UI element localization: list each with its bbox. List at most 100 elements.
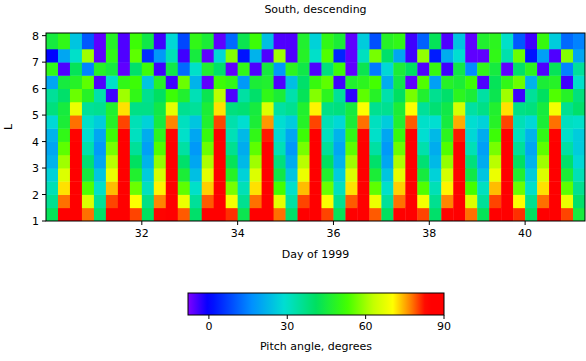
cell: [214, 49, 226, 63]
cell: [405, 155, 417, 169]
cell: [298, 49, 310, 63]
cell: [310, 195, 322, 209]
cell: [393, 181, 405, 195]
cell: [453, 62, 465, 76]
cell: [321, 168, 333, 182]
cell: [501, 128, 513, 142]
cell: [513, 89, 525, 103]
cell: [501, 33, 513, 49]
cell: [381, 49, 393, 63]
cell: [118, 89, 130, 103]
cell: [477, 208, 489, 221]
cell: [573, 75, 585, 89]
cell: [262, 128, 274, 142]
cell: [345, 181, 357, 195]
cell: [405, 128, 417, 142]
cell: [429, 168, 441, 182]
cell: [501, 62, 513, 76]
cell: [561, 62, 573, 76]
cell: [561, 49, 573, 63]
colorbar-tick: [365, 315, 366, 319]
cell: [178, 49, 190, 63]
cell: [298, 142, 310, 156]
cell: [357, 208, 369, 221]
cell: [561, 195, 573, 209]
cell: [178, 155, 190, 169]
cell: [190, 142, 202, 156]
cell: [321, 208, 333, 221]
cell: [321, 155, 333, 169]
cell: [477, 168, 489, 182]
cell: [106, 49, 118, 63]
cell: [369, 142, 381, 156]
cell: [537, 195, 549, 209]
cell: [298, 208, 310, 221]
cell: [310, 33, 322, 49]
x-tick: [333, 221, 334, 225]
cell: [477, 115, 489, 129]
cell: [94, 75, 106, 89]
cell: [513, 115, 525, 129]
cell: [441, 49, 453, 63]
cell: [549, 33, 561, 49]
cell: [573, 208, 585, 221]
y-tick: [42, 141, 46, 142]
cell: [429, 33, 441, 49]
cell: [549, 75, 561, 89]
cell: [310, 181, 322, 195]
cell: [369, 155, 381, 169]
cell: [489, 181, 501, 195]
cell: [286, 208, 298, 221]
cell: [357, 195, 369, 209]
cell: [513, 75, 525, 89]
cell: [298, 115, 310, 129]
cell: [238, 208, 250, 221]
cell: [298, 195, 310, 209]
cell: [130, 142, 142, 156]
cell: [190, 89, 202, 103]
cell: [286, 142, 298, 156]
cell: [537, 115, 549, 129]
cell: [321, 75, 333, 89]
cell: [441, 62, 453, 76]
cell: [94, 142, 106, 156]
cell: [357, 142, 369, 156]
cell: [274, 195, 286, 209]
cell: [46, 181, 58, 195]
cell: [525, 208, 537, 221]
cell: [94, 168, 106, 182]
cell: [369, 128, 381, 142]
cell: [357, 33, 369, 49]
cell: [453, 208, 465, 221]
cell: [250, 115, 262, 129]
cell: [345, 89, 357, 103]
cell: [405, 115, 417, 129]
cell: [417, 75, 429, 89]
cell: [166, 115, 178, 129]
cell: [429, 128, 441, 142]
cell: [537, 155, 549, 169]
cell: [369, 181, 381, 195]
cell: [381, 102, 393, 116]
cell: [298, 62, 310, 76]
cell: [525, 168, 537, 182]
cell: [238, 115, 250, 129]
cell: [310, 115, 322, 129]
cell: [130, 208, 142, 221]
cell: [142, 168, 154, 182]
cell: [465, 155, 477, 169]
colorbar-label: Pitch angle, degrees: [260, 340, 372, 353]
cell: [537, 128, 549, 142]
cell: [369, 195, 381, 209]
cell: [262, 155, 274, 169]
cell: [381, 181, 393, 195]
cell: [441, 102, 453, 116]
cell: [82, 155, 94, 169]
cell: [166, 62, 178, 76]
cell: [429, 102, 441, 116]
cell: [561, 89, 573, 103]
cell: [405, 208, 417, 221]
cell: [477, 75, 489, 89]
cell: [465, 33, 477, 49]
cell: [429, 181, 441, 195]
